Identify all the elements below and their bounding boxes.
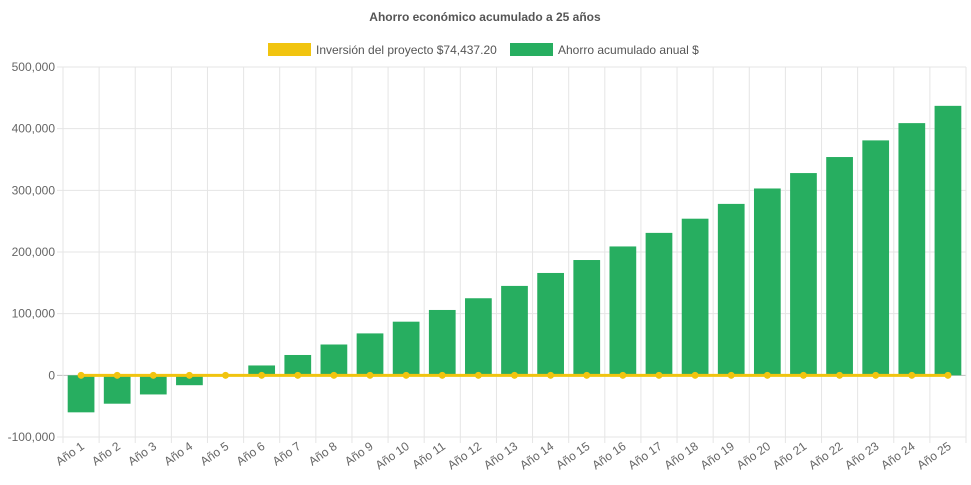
x-tick-label: Año 19	[698, 439, 737, 472]
line-point[interactable]	[727, 371, 735, 379]
y-tick-label: 300,000	[12, 183, 56, 197]
bar[interactable]	[681, 218, 709, 376]
x-tick-label: Año 9	[342, 439, 376, 469]
line-point[interactable]	[438, 371, 446, 379]
bar[interactable]	[717, 203, 745, 376]
bar[interactable]	[898, 123, 926, 376]
y-tick-label: 200,000	[12, 245, 56, 259]
x-tick-label: Año 10	[373, 439, 412, 472]
bar[interactable]	[826, 157, 853, 376]
legend-swatch-ahorro[interactable]	[510, 43, 553, 56]
x-tick-label: Año 20	[734, 439, 773, 472]
y-tick-label: 400,000	[12, 122, 56, 136]
line-point[interactable]	[763, 371, 771, 379]
bar[interactable]	[248, 365, 276, 376]
y-tick-label: 100,000	[12, 307, 56, 321]
line-point[interactable]	[77, 371, 85, 379]
line-point[interactable]	[655, 371, 663, 379]
x-tick-label: Año 22	[806, 439, 845, 472]
line-point[interactable]	[799, 371, 807, 379]
x-tick-label: Año 18	[662, 439, 701, 472]
legend-swatch-inversion[interactable]	[268, 43, 311, 56]
x-tick-label: Año 21	[770, 439, 809, 472]
x-tick-label: Año 14	[517, 439, 556, 472]
legend-label-inversion[interactable]: Inversión del proyecto $74,437.20	[316, 43, 497, 57]
line-point[interactable]	[402, 371, 410, 379]
legend: Inversión del proyecto $74,437.20 Ahorro…	[268, 43, 699, 57]
chart-title: Ahorro económico acumulado a 25 años	[369, 10, 601, 24]
line-point[interactable]	[836, 371, 844, 379]
x-tick-label: Año 11	[410, 439, 449, 472]
y-tick-label: -100,000	[8, 430, 56, 444]
line-point[interactable]	[185, 371, 193, 379]
y-tick-label: 0	[48, 368, 55, 382]
x-tick-label: Año 6	[234, 439, 268, 469]
line-point[interactable]	[330, 371, 338, 379]
bar[interactable]	[392, 321, 420, 376]
x-tick-label: Año 5	[198, 439, 232, 469]
line-point[interactable]	[149, 371, 157, 379]
bar[interactable]	[320, 344, 348, 376]
x-tick-label: Año 25	[914, 439, 953, 472]
line-point[interactable]	[511, 371, 518, 379]
y-tick-label: 500,000	[12, 60, 56, 74]
line-point[interactable]	[908, 371, 916, 379]
bar[interactable]	[67, 375, 95, 413]
bar[interactable]	[501, 285, 528, 376]
line-point[interactable]	[944, 371, 952, 379]
bar[interactable]	[103, 375, 131, 404]
bar[interactable]	[176, 375, 203, 386]
line-point[interactable]	[691, 371, 699, 379]
line-series	[77, 371, 952, 379]
x-tick-label: Año 13	[481, 439, 520, 472]
bar[interactable]	[537, 272, 564, 376]
bar[interactable]	[753, 188, 781, 376]
line-point[interactable]	[222, 371, 230, 379]
line-point[interactable]	[583, 371, 591, 379]
bar[interactable]	[356, 333, 384, 376]
line-point[interactable]	[294, 371, 302, 379]
x-tick-label: Año 17	[626, 439, 665, 472]
bar[interactable]	[284, 354, 312, 376]
x-tick-label: Año 7	[270, 439, 304, 469]
line-point[interactable]	[366, 371, 374, 379]
bar[interactable]	[609, 246, 637, 376]
x-tick-label: Año 4	[161, 439, 195, 469]
x-tick-label: Año 8	[306, 439, 340, 469]
line-point[interactable]	[547, 371, 555, 379]
x-tick-label: Año 24	[878, 439, 917, 472]
x-tick-label: Año 3	[125, 439, 159, 469]
line-point[interactable]	[113, 371, 121, 379]
x-tick-label: Año 2	[89, 439, 123, 469]
line-point[interactable]	[872, 371, 880, 379]
x-tick-label: Año 12	[445, 439, 484, 472]
x-tick-label: Año 16	[589, 439, 628, 472]
bar[interactable]	[573, 260, 601, 376]
bar[interactable]	[428, 309, 456, 376]
x-tick-label: Año 23	[842, 439, 881, 472]
line-point[interactable]	[474, 371, 482, 379]
bar[interactable]	[465, 298, 492, 376]
bar-series	[67, 105, 962, 413]
bar[interactable]	[645, 232, 673, 376]
line-point[interactable]	[258, 371, 266, 379]
line-point[interactable]	[619, 371, 627, 379]
bar[interactable]	[934, 105, 962, 376]
x-tick-label: Año 15	[553, 439, 592, 472]
bar[interactable]	[862, 140, 890, 376]
x-tick-label: Año 1	[53, 439, 87, 469]
y-axis: 500,000 400,000 300,000 200,000 100,000 0 -100…	[8, 60, 56, 444]
legend-label-ahorro[interactable]: Ahorro acumulado anual $	[558, 43, 699, 57]
bar[interactable]	[790, 173, 817, 376]
x-axis: Año 1 Año 2 Año 3 Año 4 Año 5 Año 6 Año 7 Año 8…	[53, 439, 954, 472]
bar[interactable]	[139, 375, 167, 395]
